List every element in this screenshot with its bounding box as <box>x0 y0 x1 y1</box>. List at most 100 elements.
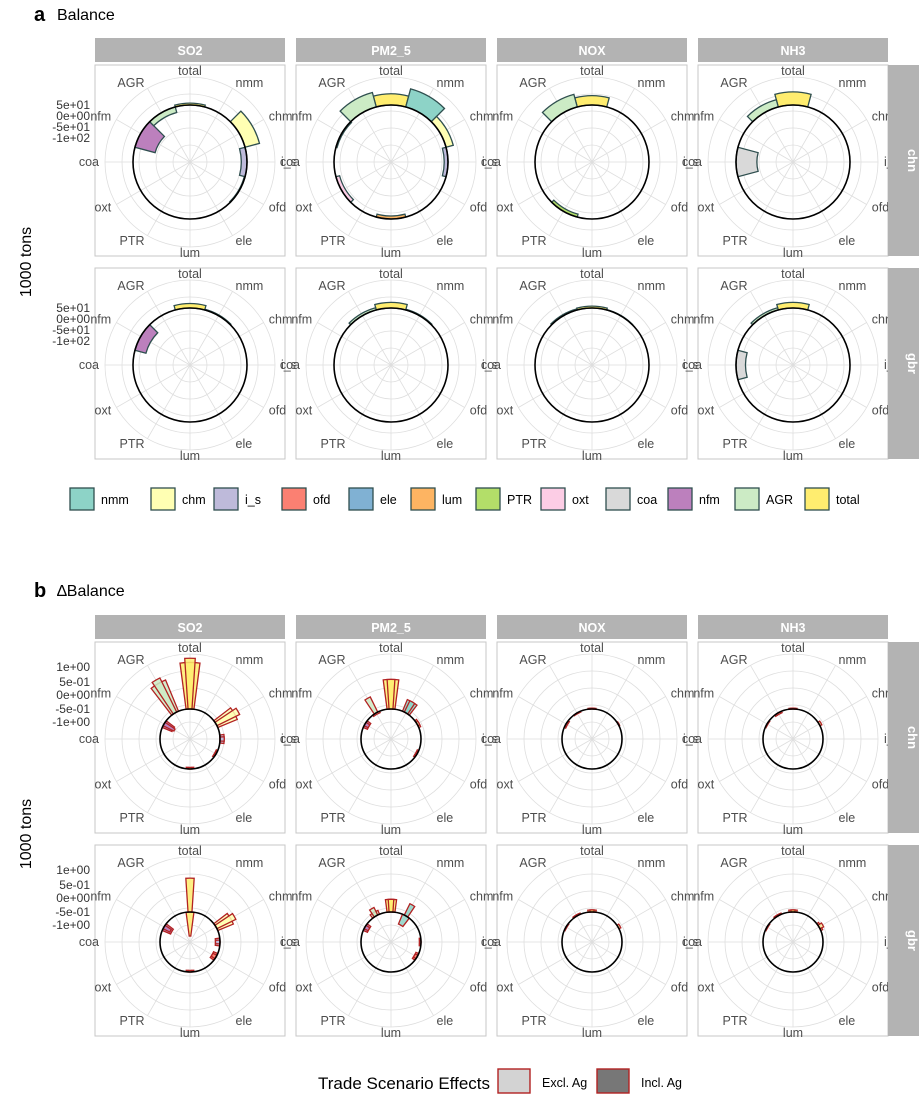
grid-spoke <box>147 364 191 439</box>
grid-spoke <box>116 322 191 366</box>
grid-spoke <box>792 868 836 943</box>
sector-label: ofd <box>470 404 487 418</box>
sector-label: AGR <box>318 856 345 870</box>
sector-label: ofd <box>470 201 487 215</box>
legend-label-oxt: oxt <box>572 493 589 507</box>
grid-spoke <box>189 364 264 408</box>
sector-label: chm <box>269 890 293 904</box>
y-tick-label: -1e+02 <box>52 131 90 145</box>
sector-label: nmm <box>638 76 666 90</box>
sector-label: PTR <box>321 234 346 248</box>
sector-label: AGR <box>318 653 345 667</box>
grid-spoke <box>317 899 392 943</box>
grid-spoke <box>719 899 794 943</box>
sector-label: lum <box>582 1026 602 1040</box>
sector-label: total <box>178 641 202 655</box>
y-tick-label: 1e+00 <box>56 660 90 674</box>
sector-label: total <box>781 844 805 858</box>
sector-label: chm <box>269 687 293 701</box>
legend-swatch-AGR <box>734 487 760 511</box>
grid-spoke <box>348 161 392 236</box>
sector-label: nmm <box>236 653 264 667</box>
sector-label: AGR <box>720 856 747 870</box>
sector-label: lum <box>582 246 602 260</box>
legend-swatch-ele <box>348 487 374 511</box>
sector-label: total <box>580 844 604 858</box>
legend-label-nfm: nfm <box>699 493 720 507</box>
sector-label: coa <box>481 155 501 169</box>
sector-label: total <box>580 641 604 655</box>
grid-spoke <box>750 665 794 740</box>
sector-label: total <box>379 641 403 655</box>
sector-label: i_s <box>683 935 699 949</box>
grid-spoke <box>518 322 593 366</box>
zero-baseline-circle <box>735 307 851 423</box>
sector-label: nmm <box>236 279 264 293</box>
grid-spoke <box>518 941 593 985</box>
grid-spoke <box>792 119 867 163</box>
grid-spoke <box>317 364 392 408</box>
section-b-ylabel: 1000 tons <box>18 799 35 869</box>
sector-label: oxt <box>296 404 313 418</box>
grid-spoke <box>792 941 836 1016</box>
grid-spoke <box>390 941 465 985</box>
sector-label: ele <box>839 1014 856 1028</box>
sector-label: nmm <box>437 279 465 293</box>
sector-label: lum <box>783 449 803 463</box>
y-tick-label: -1e+00 <box>52 918 90 932</box>
sector-label: i_s <box>482 155 498 169</box>
sector-label: lum <box>783 1026 803 1040</box>
sector-label: oxt <box>698 981 715 995</box>
sector-label: ele <box>437 1014 454 1028</box>
sector-label: ele <box>638 437 655 451</box>
sector-label: ofd <box>872 778 889 792</box>
y-tick-label: -5e-01 <box>55 905 90 919</box>
y-tick-label: 0e+00 <box>56 891 90 905</box>
legend-label-coa: coa <box>637 493 657 507</box>
sector-label: coa <box>682 732 702 746</box>
sector-label: coa <box>682 935 702 949</box>
sector-label: coa <box>481 732 501 746</box>
grid-spoke <box>792 696 867 740</box>
sector-label: AGR <box>519 856 546 870</box>
sector-label: PTR <box>120 437 145 451</box>
sector-label: nmm <box>839 76 867 90</box>
grid-spoke <box>591 161 666 205</box>
section-a-facets: SO2 PM2_5 NOX NH3totalnmmchmi_sofdelelumPTR… <box>52 38 920 463</box>
sector-label: AGR <box>117 76 144 90</box>
sector-label: i_s <box>482 732 498 746</box>
strip-label-NOX: NOX <box>578 44 606 58</box>
y-tick-label: 0e+00 <box>56 109 90 123</box>
y-tick-label: -5e-01 <box>55 702 90 716</box>
grid-spoke <box>719 119 794 163</box>
sector-label: oxt <box>497 778 514 792</box>
sector-label: chm <box>671 313 695 327</box>
grid-spoke <box>317 696 392 740</box>
sector-label: PTR <box>723 437 748 451</box>
sector-label: nfm <box>492 110 513 124</box>
sector-label: total <box>178 64 202 78</box>
sector-label: i_s <box>683 358 699 372</box>
zero-baseline-circle <box>762 911 824 973</box>
y-tick-label: 5e+01 <box>56 98 90 112</box>
grid-spoke <box>390 941 434 1016</box>
sector-label: ofd <box>671 404 688 418</box>
grid-spoke <box>189 161 233 236</box>
strip-label-chn: chn <box>905 726 920 749</box>
grid-spoke <box>390 364 434 439</box>
zero-baseline-circle <box>159 708 221 770</box>
bar-total-incl-ag <box>185 877 195 913</box>
strip-NH3 <box>698 38 888 62</box>
strip-NOX <box>497 38 687 62</box>
grid-spoke <box>317 322 392 366</box>
sector-label: ele <box>437 234 454 248</box>
grid-spoke <box>750 868 794 943</box>
sector-label: nfm <box>291 687 312 701</box>
sector-label: ofd <box>269 201 286 215</box>
sector-label: PTR <box>723 234 748 248</box>
sector-label: ofd <box>269 981 286 995</box>
strip-chn <box>888 642 919 833</box>
sector-label: ele <box>638 811 655 825</box>
